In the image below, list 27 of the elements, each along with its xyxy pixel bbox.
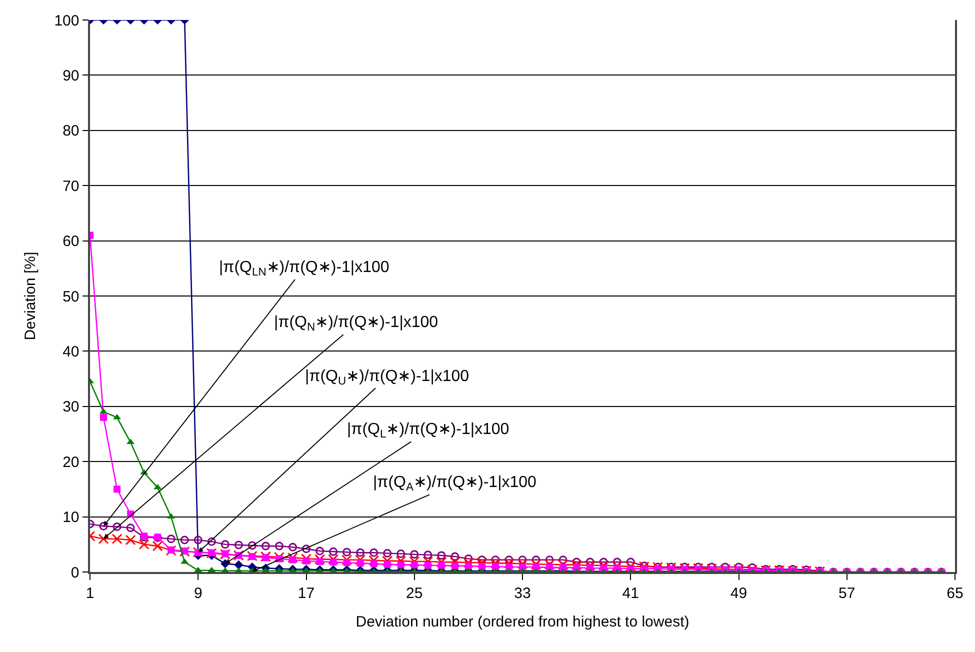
y-tick-label: 90	[62, 67, 80, 84]
x-axis-title: Deviation number (ordered from highest to lowest)	[356, 613, 690, 630]
y-tick-label: 70	[62, 178, 80, 195]
y-tick-label: 100	[54, 12, 80, 30]
x-tick-label: 49	[730, 584, 748, 602]
x-tick-label: 17	[298, 584, 315, 602]
annotation: |π(Q$_{LN}$∗)/π(Q∗)-1|x100	[219, 259, 390, 278]
y-axis-title: Deviation [%]	[22, 252, 39, 340]
annotation: |π(Q$_{U}$∗)/π(Q∗)-1|x100	[305, 368, 470, 388]
annotation: |π(Q$_{L}$∗)/π(Q∗)-1|x100	[347, 421, 510, 440]
annotation: |π(Q$_{N}$∗)/π(Q∗)-1|x100	[274, 314, 438, 334]
x-tick-label: 65	[946, 584, 964, 602]
x-tick-label: 57	[838, 584, 856, 602]
annotation: |π(Q$_{A}$∗)/π(Q∗)-1|x100	[373, 474, 537, 494]
y-tick-label: 40	[62, 343, 80, 360]
y-tick-label: 30	[62, 398, 80, 416]
x-tick-label: 33	[514, 584, 531, 602]
x-tick-label: 1	[86, 584, 94, 602]
y-tick-label: 0	[70, 564, 80, 582]
x-tick-label: 25	[406, 584, 423, 602]
y-tick-label: 10	[62, 509, 80, 526]
y-tick-label: 80	[62, 122, 80, 140]
y-tick-label: 60	[62, 233, 80, 250]
y-tick-label: 20	[62, 454, 80, 471]
y-tick-label: 50	[62, 288, 80, 306]
x-tick-label: 9	[194, 584, 202, 602]
x-tick-label: 41	[622, 584, 639, 602]
